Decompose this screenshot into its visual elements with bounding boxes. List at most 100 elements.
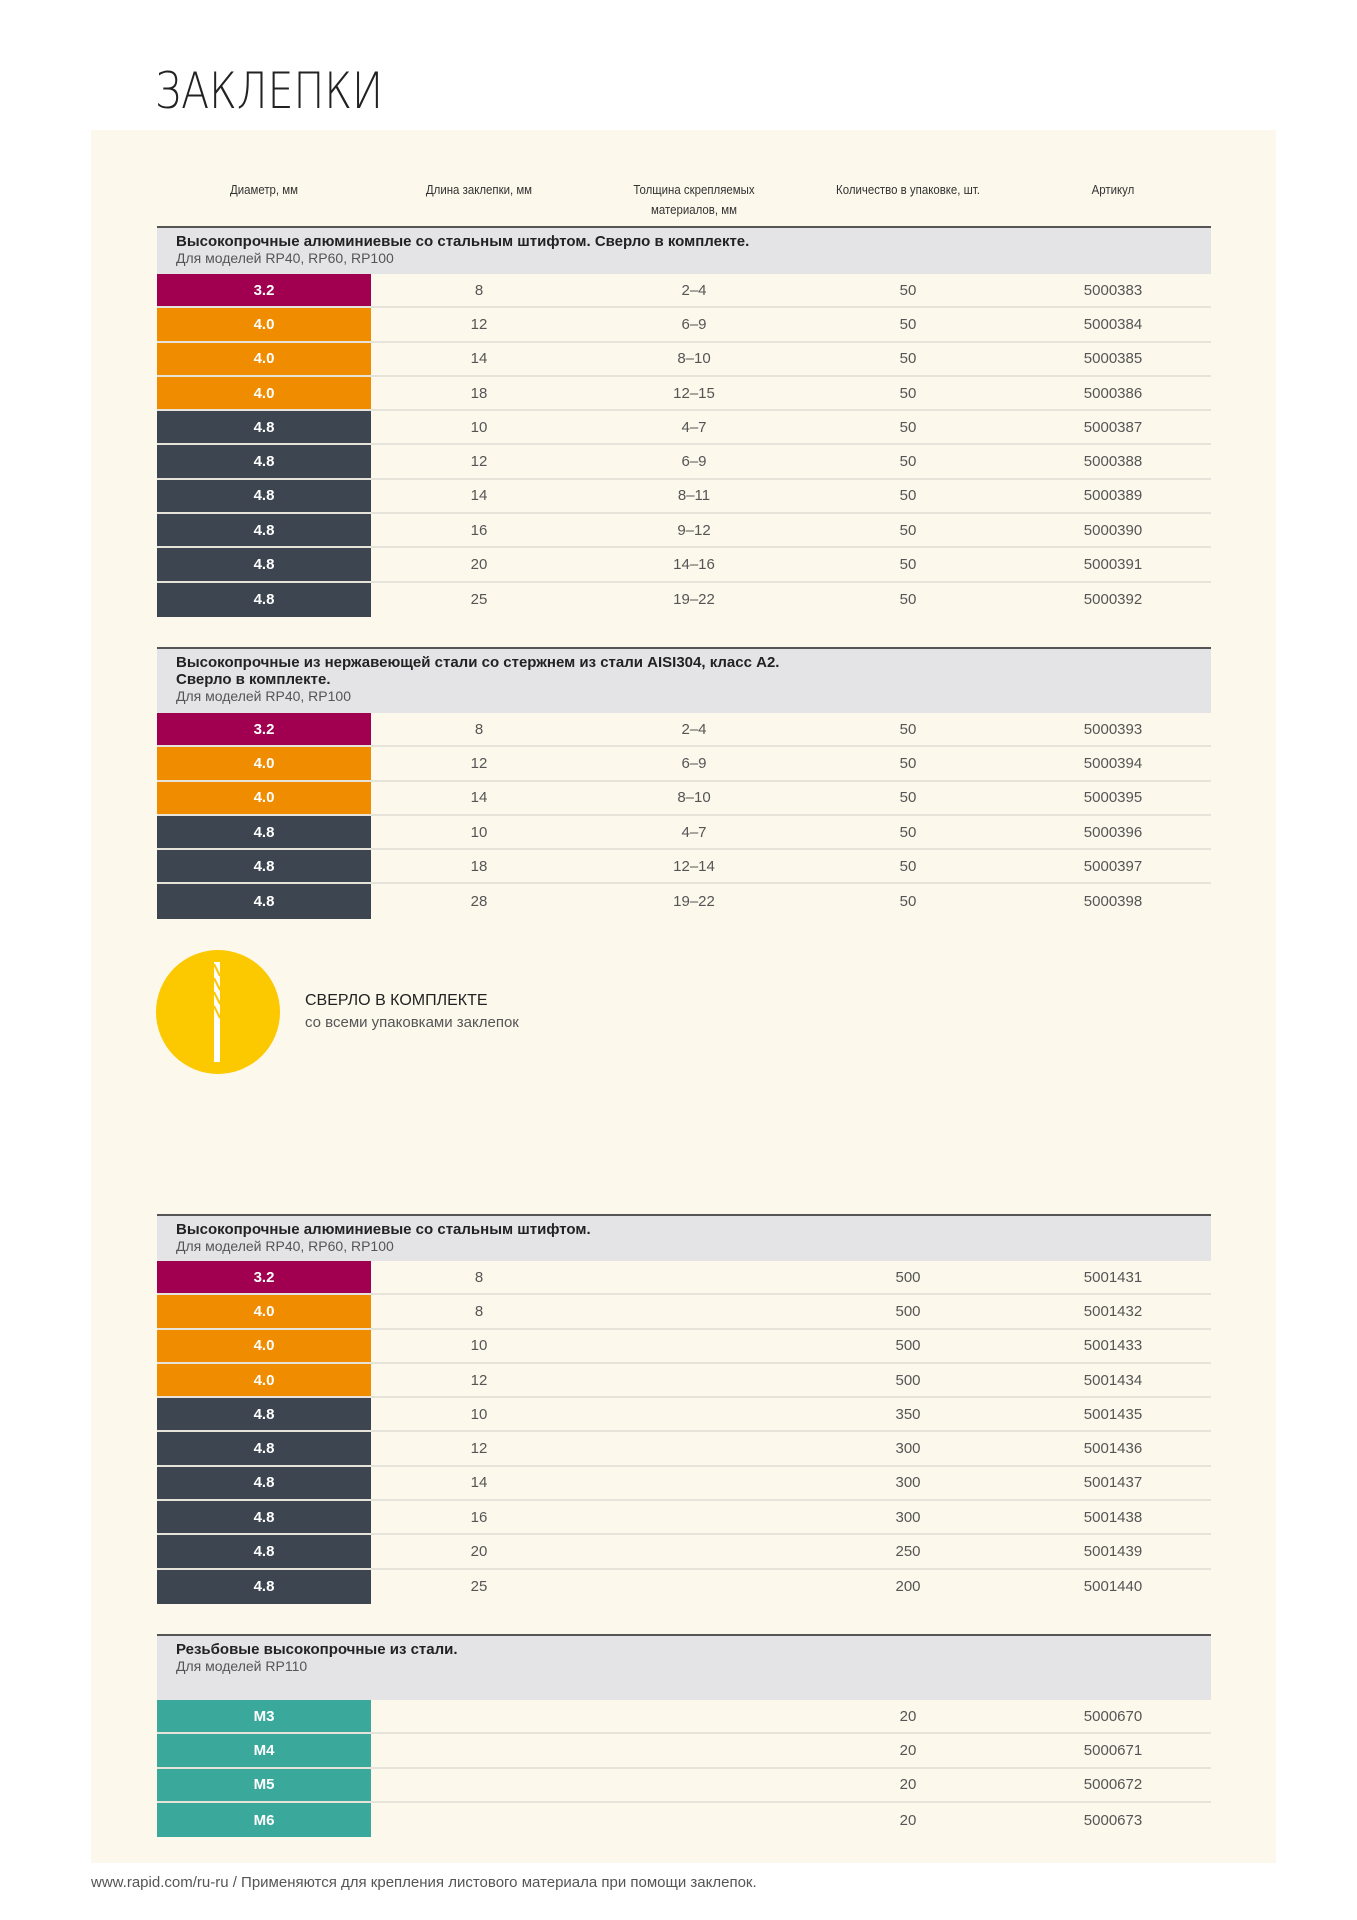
diameter-cell: 4.0 bbox=[157, 747, 371, 780]
section-threaded: Резьбовые высокопрочные из стали. Для мо… bbox=[157, 1634, 1211, 1838]
length-cell bbox=[399, 1769, 559, 1801]
quantity-cell: 50 bbox=[899, 521, 917, 539]
thickness-cell: 12–14 bbox=[673, 857, 715, 875]
table-row: 4.8 20 250 5001439 bbox=[157, 1535, 1211, 1570]
table-row: M5 20 5000672 bbox=[157, 1768, 1211, 1803]
diameter-cell: 3.2 bbox=[157, 1261, 371, 1294]
section-aluminium-drill: Высокопрочные алюминиевые со стальным шт… bbox=[157, 226, 1211, 617]
thickness-cell bbox=[614, 1295, 774, 1327]
section-rows: 3.2 8 2–4 50 5000393 4.0 12 6–9 50 5000394 4.0 14 8–… bbox=[157, 713, 1211, 919]
quantity-cell: 500 bbox=[895, 1302, 921, 1320]
section-header: Высокопрочные из нержавеющей стали со ст… bbox=[157, 647, 1211, 713]
article-cell: 5000384 bbox=[1083, 315, 1143, 333]
thickness-cell: 8–10 bbox=[677, 789, 711, 807]
section-rows: 3.2 8 2–4 50 5000383 4.0 12 6–9 50 5000384 4.0 14 8–… bbox=[157, 274, 1211, 617]
table-row: 4.8 10 350 5001435 bbox=[157, 1398, 1211, 1433]
table-row: 4.0 12 500 5001434 bbox=[157, 1363, 1211, 1399]
quantity-cell: 50 bbox=[899, 487, 917, 505]
quantity-cell: 350 bbox=[895, 1405, 921, 1423]
article-cell: 5000394 bbox=[1083, 754, 1143, 772]
diameter-cell: 4.0 bbox=[157, 1363, 371, 1397]
quantity-cell: 250 bbox=[895, 1543, 921, 1561]
article-cell: 5001440 bbox=[1083, 1578, 1143, 1596]
length-cell: 16 bbox=[470, 521, 488, 539]
column-header-thickness: Толщина скрепляемых материалов, мм bbox=[633, 182, 755, 217]
table-row: 3.2 8 500 5001431 bbox=[157, 1261, 1211, 1296]
diameter-cell: 4.0 bbox=[157, 1329, 371, 1362]
column-header-length: Длина заклепки, мм bbox=[425, 182, 533, 197]
section-rows: M3 20 5000670 M4 20 5000671 M5 20 5000672 M6 20 500… bbox=[157, 1700, 1211, 1838]
quantity-cell: 50 bbox=[899, 857, 917, 875]
article-cell: 5001437 bbox=[1083, 1474, 1143, 1492]
quantity-cell: 200 bbox=[895, 1578, 921, 1596]
thickness-cell: 8–11 bbox=[677, 487, 711, 505]
quantity-cell: 300 bbox=[895, 1508, 921, 1526]
length-cell: 8 bbox=[474, 281, 484, 299]
table-row: 4.8 12 6–9 50 5000388 bbox=[157, 445, 1211, 480]
length-cell: 8 bbox=[474, 720, 484, 738]
thickness-cell bbox=[614, 1398, 774, 1430]
table-row: M6 20 5000673 bbox=[157, 1802, 1211, 1838]
thickness-cell bbox=[614, 1734, 774, 1766]
diameter-cell: 4.8 bbox=[157, 548, 371, 581]
quantity-cell: 50 bbox=[899, 893, 917, 911]
length-cell: 25 bbox=[470, 591, 488, 609]
table-row: M3 20 5000670 bbox=[157, 1700, 1211, 1735]
diameter-cell: 4.8 bbox=[157, 1398, 371, 1431]
diameter-cell: 4.0 bbox=[157, 781, 371, 814]
thickness-cell: 9–12 bbox=[677, 521, 711, 539]
table-row: 4.8 10 4–7 50 5000396 bbox=[157, 815, 1211, 851]
length-cell: 12 bbox=[470, 1440, 488, 1458]
length-cell: 10 bbox=[470, 823, 488, 841]
quantity-cell: 50 bbox=[899, 789, 917, 807]
article-cell: 5001436 bbox=[1083, 1440, 1143, 1458]
article-cell: 5000391 bbox=[1083, 556, 1143, 574]
table-row: 4.0 8 500 5001432 bbox=[157, 1295, 1211, 1330]
quantity-cell: 50 bbox=[899, 823, 917, 841]
section-stainless: Высокопрочные из нержавеющей стали со ст… bbox=[157, 647, 1211, 919]
article-cell: 5000396 bbox=[1083, 823, 1143, 841]
length-cell: 14 bbox=[470, 350, 488, 368]
diameter-cell: 4.0 bbox=[157, 1295, 371, 1328]
drill-badge-title: СВЕРЛО В КОМПЛЕКТЕ bbox=[305, 992, 488, 1009]
length-cell: 12 bbox=[470, 754, 488, 772]
drill-bit-icon bbox=[213, 962, 221, 1062]
diameter-cell: 4.8 bbox=[157, 479, 371, 513]
thickness-cell: 19–22 bbox=[673, 893, 715, 911]
thickness-cell: 4–7 bbox=[681, 418, 707, 436]
section-title: Высокопрочные из нержавеющей стали со ст… bbox=[176, 654, 780, 688]
section-header: Высокопрочные алюминиевые со стальным шт… bbox=[157, 226, 1211, 274]
quantity-cell: 20 bbox=[899, 1811, 917, 1829]
table-row: M4 20 5000671 bbox=[157, 1734, 1211, 1769]
table-row: 4.8 14 8–11 50 5000389 bbox=[157, 479, 1211, 515]
thickness-cell bbox=[614, 1535, 774, 1567]
article-cell: 5001438 bbox=[1083, 1508, 1143, 1526]
diameter-cell: M4 bbox=[157, 1734, 371, 1767]
table-row: 4.8 10 4–7 50 5000387 bbox=[157, 411, 1211, 446]
diameter-cell: 4.8 bbox=[157, 1432, 371, 1465]
length-cell: 12 bbox=[470, 453, 488, 471]
table-row: 4.0 14 8–10 50 5000395 bbox=[157, 781, 1211, 816]
diameter-cell: 4.8 bbox=[157, 815, 371, 849]
length-cell: 10 bbox=[470, 1405, 488, 1423]
length-cell: 20 bbox=[470, 556, 488, 574]
drill-badge-text: СВЕРЛО В КОМПЛЕКТЕ со всеми упаковками з… bbox=[305, 990, 519, 1034]
thickness-cell bbox=[614, 1700, 774, 1732]
thickness-cell bbox=[614, 1330, 774, 1362]
article-cell: 5000389 bbox=[1083, 487, 1143, 505]
diameter-cell: M6 bbox=[157, 1802, 371, 1838]
table-row: 4.0 10 500 5001433 bbox=[157, 1329, 1211, 1364]
length-cell: 18 bbox=[470, 857, 488, 875]
article-cell: 5000385 bbox=[1083, 350, 1143, 368]
length-cell: 8 bbox=[474, 1302, 484, 1320]
diameter-cell: 4.0 bbox=[157, 342, 371, 375]
article-cell: 5000393 bbox=[1083, 720, 1143, 738]
section-header: Высокопрочные алюминиевые со стальным шт… bbox=[157, 1214, 1211, 1261]
page-title: ЗАКЛЕПКИ bbox=[155, 62, 383, 120]
section-subtitle: Для моделей RP40, RP100 bbox=[176, 688, 351, 704]
thickness-cell: 19–22 bbox=[673, 591, 715, 609]
section-subtitle: Для моделей RP110 bbox=[176, 1658, 308, 1674]
length-cell: 8 bbox=[474, 1268, 484, 1286]
quantity-cell: 20 bbox=[899, 1707, 917, 1725]
quantity-cell: 300 bbox=[895, 1440, 921, 1458]
